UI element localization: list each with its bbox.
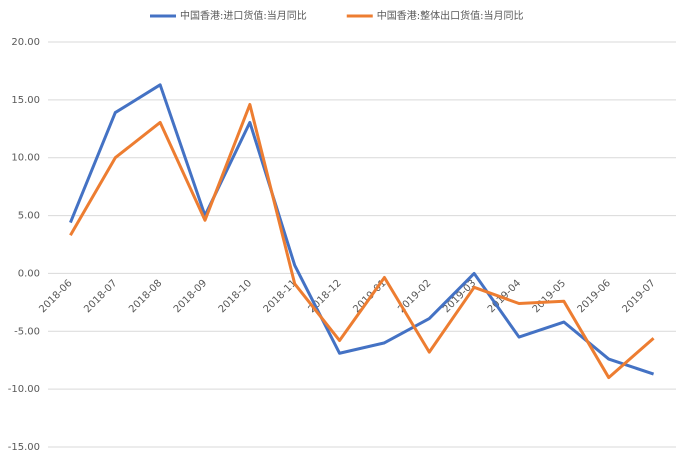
series-line bbox=[69, 83, 655, 376]
y-tick-label: -5.00 bbox=[14, 326, 40, 337]
y-tick-label: 10.00 bbox=[11, 153, 40, 164]
x-tick-label: 2019-06 bbox=[576, 278, 613, 315]
legend-label: 中国香港:进口货值:当月同比 bbox=[180, 9, 307, 22]
y-tick-label: 5.00 bbox=[18, 211, 40, 222]
x-tick-label: 2018-09 bbox=[172, 278, 209, 315]
x-tick-label: 2019-02 bbox=[396, 278, 433, 315]
legend-label: 中国香港:整体出口货值:当月同比 bbox=[377, 9, 524, 22]
y-tick-label: -15.00 bbox=[8, 442, 40, 453]
y-tick-label: 15.00 bbox=[11, 95, 40, 106]
y-tick-label: 0.00 bbox=[18, 268, 40, 279]
x-tick-label: 2019-05 bbox=[531, 278, 568, 315]
x-tick-label: 2018-07 bbox=[82, 278, 119, 315]
y-tick-label: 20.00 bbox=[11, 37, 40, 48]
x-tick-label: 2018-06 bbox=[37, 278, 74, 315]
y-tick-label: -10.00 bbox=[8, 384, 40, 395]
x-tick-label: 2018-08 bbox=[127, 278, 164, 315]
x-tick-label: 2018-10 bbox=[217, 278, 254, 315]
x-tick-label: 2019-07 bbox=[620, 278, 657, 315]
series-line bbox=[69, 102, 655, 380]
